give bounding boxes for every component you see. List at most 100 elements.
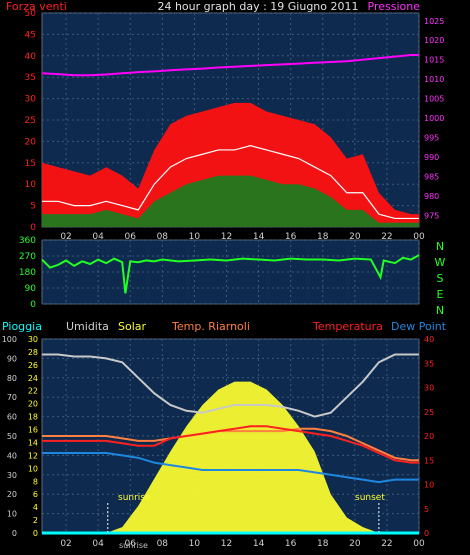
temperature-line bbox=[42, 425, 419, 464]
legend-humidity: Umidita bbox=[66, 320, 109, 333]
solar-tick-label: 26 bbox=[28, 361, 38, 370]
y2-tick-label: 1010 bbox=[424, 75, 444, 84]
y-tick-label: 35 bbox=[25, 73, 36, 83]
sunrise-axis-label: sunrise bbox=[119, 541, 148, 550]
solar-tick-label: 10 bbox=[28, 464, 38, 473]
solar-tick-label: 24 bbox=[28, 374, 38, 383]
y-tick-label: 70 bbox=[7, 393, 17, 402]
x-tick-label: 08 bbox=[157, 232, 169, 242]
x-tick-label: 00 bbox=[413, 232, 425, 242]
y-tick-label: 50 bbox=[7, 432, 17, 441]
y2-tick-label: 1005 bbox=[424, 95, 444, 104]
y-tick-label: 50 bbox=[25, 9, 37, 19]
y2-tick-label: 990 bbox=[424, 153, 439, 162]
y2-tick-label: 20 bbox=[424, 432, 434, 441]
legend-dew-point: Dew Point bbox=[391, 320, 447, 333]
x-tick-label: 14 bbox=[253, 539, 265, 549]
x-tick-label: 16 bbox=[285, 539, 297, 549]
sensor-temp-line bbox=[42, 427, 419, 462]
x-tick-label: 04 bbox=[92, 232, 104, 242]
x-tick-label: 16 bbox=[285, 232, 297, 242]
x-tick-label: 12 bbox=[221, 539, 232, 549]
y2-tick-label: 0 bbox=[424, 529, 429, 538]
weather-legend: Pioggia Umidita Solar Temp. Riarnoli Tem… bbox=[2, 320, 447, 333]
y-tick-label: 90 bbox=[7, 354, 17, 363]
y2-tick-label: 995 bbox=[424, 134, 439, 143]
y-tick-label: 25 bbox=[25, 116, 36, 126]
y-tick-label: 10 bbox=[25, 180, 37, 190]
humidity-line bbox=[42, 353, 419, 418]
wind-avg-line bbox=[42, 145, 419, 220]
y2-tick-label: 5 bbox=[424, 505, 429, 514]
x-tick-label: 18 bbox=[317, 539, 329, 549]
x-tick-label: 06 bbox=[125, 232, 137, 242]
y-tick-label: 20 bbox=[25, 137, 37, 147]
x-tick-label: 06 bbox=[125, 539, 137, 549]
y-tick-label: 40 bbox=[7, 451, 17, 460]
y2-tick-label: 1025 bbox=[424, 17, 444, 26]
x-tick-label: 02 bbox=[60, 539, 71, 549]
x-tick-label: 10 bbox=[189, 539, 201, 549]
wind-low-area bbox=[42, 175, 419, 227]
solar-tick-label: 16 bbox=[28, 426, 38, 435]
x-tick-label: 20 bbox=[349, 539, 361, 549]
y-tick-label: 20 bbox=[7, 490, 17, 499]
x-tick-label: 14 bbox=[253, 232, 265, 242]
solar-area bbox=[42, 381, 419, 533]
y-tick-label: 45 bbox=[25, 30, 36, 40]
solar-tick-label: 22 bbox=[28, 387, 38, 396]
solar-tick-label: 18 bbox=[28, 413, 38, 422]
solar-tick-label: 28 bbox=[28, 348, 38, 357]
solar-tick-label: 8 bbox=[33, 477, 38, 486]
y2-tick-label: 10 bbox=[424, 481, 434, 490]
legend-temperature: Temperatura bbox=[312, 320, 383, 333]
direction-letter-e: E bbox=[437, 288, 444, 301]
y-tick-label: 100 bbox=[2, 335, 17, 344]
solar-tick-label: 2 bbox=[33, 516, 38, 525]
x-tick-label: 22 bbox=[381, 539, 392, 549]
x-tick-label: 02 bbox=[60, 232, 71, 242]
wind-direction-line bbox=[41, 254, 420, 294]
y2-tick-label: 980 bbox=[424, 192, 439, 201]
direction-letter-n-bottom: N bbox=[436, 304, 444, 317]
legend-sensor-temp: Temp. Riarnoli bbox=[171, 320, 250, 333]
wind-axis-label: Forza venti bbox=[6, 0, 67, 13]
y-tick-label: 0 bbox=[30, 300, 36, 310]
x-tick-label: 12 bbox=[221, 232, 232, 242]
y-tick-label: 360 bbox=[19, 236, 36, 246]
y2-tick-label: 15 bbox=[424, 456, 434, 465]
legend-rain: Pioggia bbox=[2, 320, 42, 333]
x-tick-label: 18 bbox=[317, 232, 329, 242]
solar-tick-label: 20 bbox=[28, 400, 38, 409]
x-tick-label: 10 bbox=[189, 232, 201, 242]
y-tick-label: 60 bbox=[7, 413, 17, 422]
direction-letter-s: S bbox=[437, 272, 444, 285]
y2-tick-label: 25 bbox=[424, 408, 434, 417]
y-tick-label: 90 bbox=[25, 284, 37, 294]
direction-letter-n-top: N bbox=[436, 240, 444, 253]
y2-tick-label: 1000 bbox=[424, 114, 444, 123]
y2-tick-label: 985 bbox=[424, 172, 439, 181]
x-tick-label: 04 bbox=[92, 539, 104, 549]
dew-point-line bbox=[42, 451, 419, 484]
y-tick-label: 40 bbox=[25, 52, 37, 62]
x-tick-label: 20 bbox=[349, 232, 361, 242]
direction-letters: N W S E N bbox=[435, 240, 446, 317]
solar-tick-label: 4 bbox=[33, 503, 38, 512]
sunset-label: sunset bbox=[355, 493, 385, 503]
solar-tick-label: 14 bbox=[28, 438, 38, 447]
x-tick-label: 08 bbox=[157, 539, 169, 549]
y-tick-label: 10 bbox=[7, 510, 17, 519]
y-tick-label: 180 bbox=[19, 268, 36, 278]
x-tick-label: 00 bbox=[413, 539, 425, 549]
solar-tick-label: 6 bbox=[33, 490, 38, 499]
y-tick-label: 80 bbox=[7, 374, 17, 383]
chart-title: 24 hour graph day : 19 Giugno 2011 bbox=[157, 0, 358, 13]
y2-tick-label: 1020 bbox=[424, 36, 444, 45]
y-tick-label: 15 bbox=[25, 159, 36, 169]
y2-tick-label: 975 bbox=[424, 211, 439, 220]
y2-tick-label: 40 bbox=[424, 335, 434, 344]
pressure-line bbox=[41, 54, 419, 77]
solar-tick-label: 0 bbox=[33, 529, 38, 538]
